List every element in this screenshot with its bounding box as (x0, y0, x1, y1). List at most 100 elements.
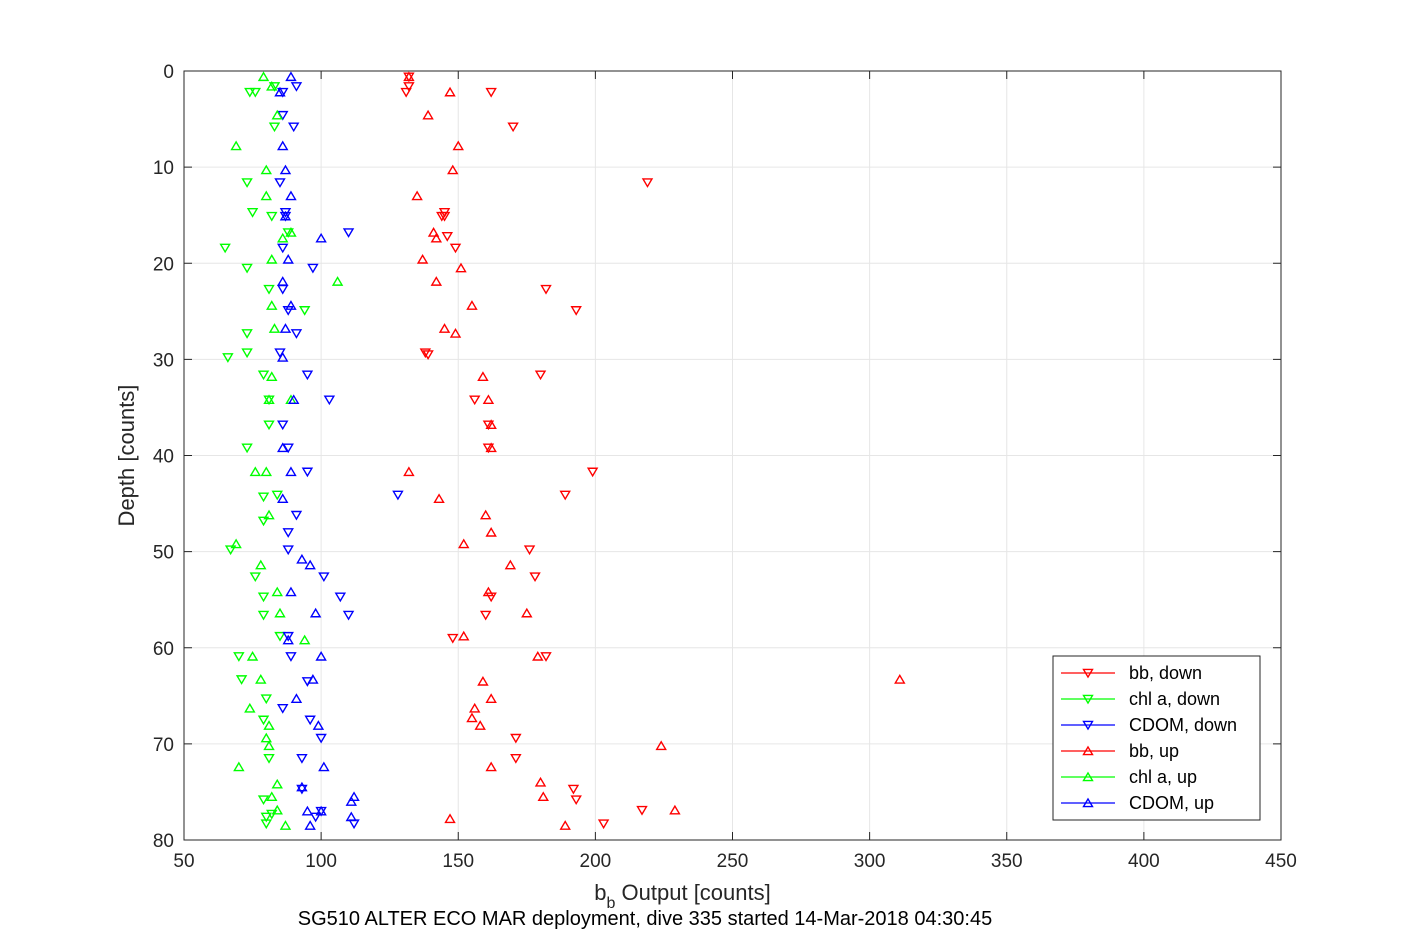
data-point (485, 592, 497, 603)
data-point (452, 140, 464, 151)
y-tick-label: 60 (153, 639, 174, 660)
data-point (241, 348, 253, 359)
data-point (485, 526, 497, 537)
legend: bb, down chl a, down CDOM, down bb, up chl a… (1052, 655, 1261, 821)
data-point (290, 693, 303, 703)
legend-entry: CDOM, down (1061, 715, 1237, 735)
data-point (279, 210, 292, 221)
data-point (559, 820, 571, 830)
data-point (266, 791, 278, 802)
data-point (458, 630, 470, 641)
data-point (233, 761, 245, 772)
data-point (257, 610, 270, 621)
data-point (331, 276, 344, 286)
legend-entry: bb, down (1061, 663, 1202, 683)
data-point (597, 819, 610, 830)
data-point (277, 276, 289, 286)
data-point (249, 87, 262, 98)
legend-label: bb, down (1129, 663, 1202, 683)
data-point (274, 607, 286, 618)
y-tick-label: 50 (153, 543, 174, 564)
data-point (304, 559, 316, 570)
data-point (510, 733, 522, 744)
data-point (279, 164, 292, 175)
data-point (285, 190, 297, 201)
legend-entry: chl a, down (1061, 689, 1220, 709)
data-point (485, 761, 497, 772)
data-point (266, 300, 278, 310)
data-point (268, 323, 281, 333)
data-point (444, 86, 456, 97)
data-point (271, 778, 283, 789)
data-point (449, 243, 462, 254)
data-point (477, 371, 489, 381)
data-point (279, 323, 292, 333)
data-point (274, 178, 286, 188)
data-point (257, 795, 270, 806)
data-point (260, 732, 272, 743)
data-point (277, 704, 289, 714)
data-point (296, 553, 308, 564)
data-point (400, 87, 412, 98)
data-point (466, 712, 478, 723)
y-tick-label: 20 (153, 254, 174, 275)
data-point (268, 122, 281, 133)
data-point (263, 740, 275, 751)
data-point (309, 607, 322, 618)
data-point (224, 545, 237, 556)
data-point (249, 572, 262, 583)
data-point (222, 353, 234, 363)
data-point (559, 490, 571, 501)
data-point (315, 650, 327, 661)
x-tick-label: 50 (173, 851, 194, 872)
data-point (485, 693, 497, 703)
data-point (307, 263, 319, 274)
data-point (246, 208, 259, 218)
data-point (342, 228, 355, 238)
series-bb-down (400, 72, 654, 830)
x-tick-label: 150 (442, 851, 474, 872)
data-point (348, 791, 360, 802)
data-point (246, 650, 259, 661)
data-point (403, 466, 415, 477)
data-point (260, 466, 272, 477)
legend-entry: chl a, up (1061, 767, 1197, 787)
data-point (277, 284, 289, 295)
legend-marker (1082, 668, 1094, 679)
data-point (260, 819, 272, 830)
data-point (290, 329, 303, 339)
series-cdom-up (274, 71, 360, 830)
data-point (244, 87, 256, 98)
data-point (532, 650, 544, 661)
x-tick-label: 300 (854, 851, 886, 872)
data-point (534, 776, 547, 787)
data-point (438, 323, 451, 333)
y-tick-label: 0 (163, 62, 174, 83)
data-point (271, 804, 283, 815)
data-point (447, 164, 459, 175)
data-point (282, 253, 294, 264)
data-point (279, 820, 292, 830)
legend-entry: bb, up (1061, 741, 1179, 761)
legend-marker (1082, 694, 1094, 705)
data-point (282, 634, 294, 645)
data-point (277, 493, 289, 504)
data-point (447, 633, 459, 644)
data-point (233, 652, 245, 662)
data-point (285, 71, 297, 82)
data-point (266, 211, 278, 222)
data-point (345, 796, 358, 806)
data-point (263, 394, 275, 405)
x-tick-label: 250 (717, 851, 749, 872)
data-point (277, 87, 289, 98)
data-point (485, 87, 497, 98)
data-point (257, 370, 270, 381)
data-point (570, 306, 582, 316)
data-point (230, 538, 242, 549)
data-point (241, 329, 253, 339)
data-point (529, 572, 541, 583)
data-point (266, 80, 278, 91)
data-point (479, 509, 492, 520)
data-point (274, 86, 286, 97)
data-point (504, 559, 517, 570)
